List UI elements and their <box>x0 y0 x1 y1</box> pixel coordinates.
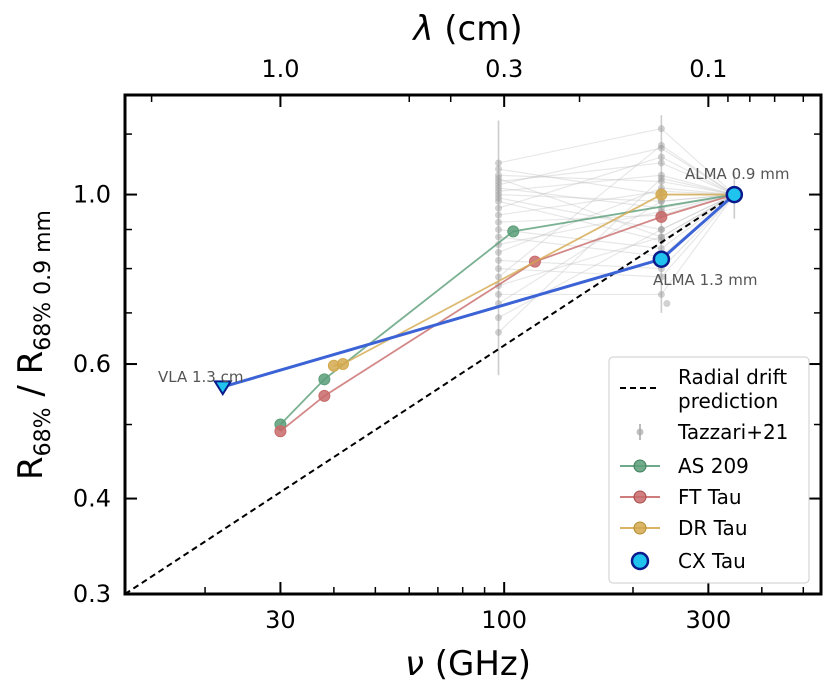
tazzari-point <box>657 290 665 298</box>
series-point-as-209 <box>507 225 520 238</box>
series-point-dr-tau <box>336 358 349 371</box>
tazzari-point <box>495 218 503 226</box>
legend-swatch-tazzari <box>636 428 644 436</box>
series-point-ft-tau <box>274 425 287 438</box>
legend-swatch-cxtau <box>630 551 650 571</box>
tazzari-point <box>657 178 665 186</box>
y-axis-title: R68% / R68% 0.9 mm <box>11 210 56 480</box>
x-axis-title: ν (GHz) <box>405 644 531 684</box>
series-point-dr-tau <box>655 188 668 201</box>
tazzari-point <box>657 226 665 234</box>
tazzari-point <box>495 256 503 264</box>
y-tick-label: 0.4 <box>73 485 111 513</box>
tazzari-point <box>495 211 503 219</box>
tazzari-point <box>495 197 503 205</box>
legend-label-drift-line2: prediction <box>678 389 778 413</box>
top-axis-title: λ (cm) <box>411 9 522 49</box>
tazzari-point <box>657 237 665 245</box>
tazzari-point <box>657 144 665 152</box>
series-point-as-209 <box>318 373 331 386</box>
top-tick-label: 1.0 <box>261 55 299 83</box>
x-tick-label: 30 <box>265 606 296 634</box>
tazzari-point <box>657 153 665 161</box>
x-tick-label: 100 <box>481 606 527 634</box>
tazzari-point <box>495 248 503 256</box>
tazzari-point <box>657 125 665 133</box>
y-tick-label: 0.3 <box>73 580 111 608</box>
tazzari-point <box>663 300 671 308</box>
legend-box <box>608 356 810 584</box>
y-tick-label: 1.0 <box>73 181 111 209</box>
top-tick-label: 0.3 <box>485 55 523 83</box>
legend: Radial drift prediction Tazzari+21 AS 20… <box>608 356 810 584</box>
plot-frame <box>123 93 823 596</box>
tazzari-point <box>657 226 665 234</box>
tazzari-point <box>495 191 503 199</box>
tazzari-point <box>657 273 665 281</box>
annotation-alma-13: ALMA 1.3 mm <box>653 271 757 289</box>
cx-tau-vla-marker <box>212 380 233 397</box>
tazzari-point <box>495 204 503 212</box>
axes-frame: 30 100 300 1.0 0.3 0.1 0.3 0.4 0.6 1.0 <box>73 55 823 634</box>
tazzari-point <box>495 194 503 202</box>
tazzari-point <box>495 265 503 273</box>
tazzari-point <box>495 178 503 186</box>
cx-tau-marker <box>652 250 671 268</box>
legend-label-drtau: DR Tau <box>678 516 748 540</box>
top-tick-label: 0.1 <box>689 55 727 83</box>
tazzari-point <box>657 141 665 149</box>
tazzari-point <box>495 174 503 182</box>
tazzari-point <box>657 159 665 167</box>
x-tick-label: 300 <box>685 606 731 634</box>
series-line-as-209 <box>279 193 735 426</box>
tazzari-point <box>495 171 503 179</box>
annotation-vla: VLA 1.3 cm <box>158 368 243 386</box>
tazzari-point <box>495 226 503 234</box>
tazzari-point <box>495 165 503 173</box>
tazzari-point <box>495 181 503 189</box>
series-point-ft-tau <box>655 210 668 223</box>
y-tick-label: 0.6 <box>73 350 111 378</box>
tazzari-point <box>657 233 665 241</box>
legend-label-drift: Radial drift <box>678 365 787 389</box>
tazzari-point <box>495 159 503 167</box>
annotation-alma-09: ALMA 0.9 mm <box>685 165 789 183</box>
legend-label-fttau: FT Tau <box>678 485 742 509</box>
series-layer <box>125 185 744 594</box>
legend-label-tazzari: Tazzari+21 <box>677 420 788 444</box>
legend-swatch-as209 <box>633 459 647 473</box>
tazzari-point <box>495 233 503 241</box>
tazzari-point <box>495 187 503 195</box>
radial-drift-line <box>125 193 735 594</box>
tazzari-layer <box>495 115 736 376</box>
legend-label-as209: AS 209 <box>678 454 749 478</box>
tazzari-point <box>495 241 503 249</box>
tazzari-point <box>657 171 665 179</box>
legend-label-cxtau: CX Tau <box>678 549 746 573</box>
tazzari-point <box>495 314 503 322</box>
series-point-ft-tau <box>318 389 331 402</box>
tazzari-point <box>657 244 665 252</box>
tazzari-point <box>495 290 503 298</box>
legend-swatch-fttau <box>633 490 647 504</box>
tazzari-point <box>495 273 503 281</box>
tazzari-point <box>495 328 503 336</box>
tazzari-point <box>657 233 665 241</box>
tazzari-point <box>495 184 503 192</box>
tazzari-point <box>657 174 665 182</box>
cx-tau-marker <box>725 185 744 204</box>
legend-swatch-drtau <box>633 521 647 535</box>
